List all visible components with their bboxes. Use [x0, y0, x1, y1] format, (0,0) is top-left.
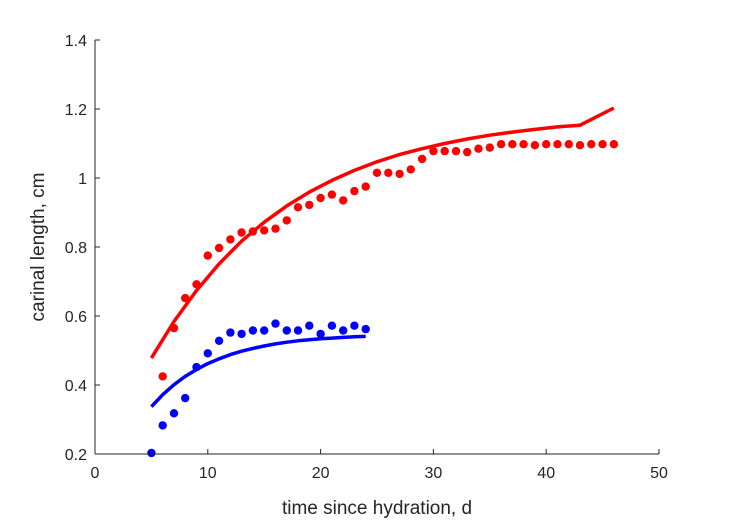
data-point-1-11 — [271, 319, 280, 328]
data-point-0-5 — [214, 243, 224, 253]
y-axis-label: carinal length, cm — [28, 173, 49, 322]
y-tick-label: 1 — [78, 171, 87, 188]
data-point-1-17 — [339, 326, 348, 335]
data-point-1-15 — [316, 329, 325, 339]
data-point-0-4 — [203, 251, 212, 260]
data-point-1-2 — [169, 409, 179, 418]
data-point-1-18 — [350, 321, 359, 330]
x-axis-label: time since hydration, d — [282, 498, 472, 519]
x-ticks: 0 10 20 30 40 50 — [91, 449, 668, 482]
data-point-0-38 — [587, 140, 596, 149]
data-point-0-24 — [429, 146, 438, 156]
data-point-0-23 — [417, 154, 427, 164]
data-point-1-12 — [282, 326, 291, 335]
axes: 0 10 20 30 40 50 0.2 0.4 0.6 0.8 1 1.2 1.4 — [65, 33, 668, 482]
x-tick-label: 10 — [199, 465, 217, 482]
data-point-1-14 — [305, 321, 314, 330]
data-point-0-13 — [305, 200, 314, 210]
x-tick-label: 0 — [91, 465, 100, 482]
x-tick-label: 50 — [650, 465, 668, 482]
data-point-0-16 — [339, 196, 348, 205]
data-point-0-39 — [598, 140, 607, 149]
data-point-1-10 — [260, 326, 269, 335]
data-point-0-20 — [384, 168, 393, 177]
data-point-0-29 — [485, 143, 494, 152]
data-point-0-17 — [350, 186, 359, 196]
data-point-0-7 — [237, 228, 246, 237]
data-point-0-15 — [327, 190, 337, 199]
y-tick-label: 0.6 — [65, 309, 87, 326]
data-point-0-31 — [508, 140, 517, 149]
data-point-0-35 — [553, 140, 562, 149]
y-tick-label: 0.2 — [65, 447, 87, 464]
data-point-0-9 — [260, 226, 269, 235]
data-point-0-32 — [519, 140, 528, 149]
data-point-0-40 — [609, 140, 619, 149]
data-point-0-25 — [440, 146, 449, 156]
data-point-0-10 — [271, 224, 280, 233]
data-point-0-36 — [564, 140, 573, 149]
data-point-0-22 — [406, 165, 415, 174]
data-point-1-6 — [214, 336, 224, 345]
y-tick-label: 0.4 — [65, 378, 87, 395]
data-point-0-19 — [372, 168, 382, 177]
data-point-0-27 — [463, 147, 472, 157]
data-point-0-33 — [530, 141, 540, 150]
data-point-1-3 — [181, 393, 190, 403]
data-point-1-7 — [226, 328, 235, 337]
data-point-0-0 — [158, 372, 167, 381]
plot-marks — [147, 106, 619, 458]
y-tick-label: 1.2 — [65, 102, 87, 119]
y-tick-label: 0.8 — [65, 240, 87, 257]
data-point-0-34 — [542, 140, 551, 149]
y-tick-label: 1.4 — [65, 33, 87, 50]
data-point-0-6 — [226, 235, 235, 244]
data-point-1-1 — [158, 421, 167, 430]
data-point-1-0 — [147, 448, 156, 458]
data-point-0-28 — [474, 144, 483, 153]
data-point-0-14 — [316, 193, 325, 203]
data-point-0-12 — [293, 203, 303, 212]
data-point-0-30 — [496, 140, 506, 149]
data-point-1-16 — [327, 321, 337, 330]
data-point-0-37 — [575, 141, 585, 150]
data-point-0-18 — [361, 182, 370, 191]
fit-curve-2 — [149, 106, 615, 360]
y-ticks: 0.2 0.4 0.6 0.8 1 1.2 1.4 — [65, 33, 100, 464]
data-point-1-19 — [361, 324, 370, 334]
data-point-0-11 — [282, 216, 291, 225]
data-point-1-9 — [248, 326, 258, 335]
data-point-1-5 — [203, 349, 212, 358]
x-tick-label: 20 — [312, 465, 330, 482]
x-tick-label: 40 — [537, 465, 555, 482]
data-point-0-26 — [451, 146, 461, 156]
data-point-1-8 — [237, 329, 246, 339]
data-point-0-21 — [395, 169, 404, 179]
data-point-1-13 — [293, 326, 303, 335]
fit-curve-3 — [150, 334, 366, 408]
x-tick-label: 30 — [425, 465, 443, 482]
